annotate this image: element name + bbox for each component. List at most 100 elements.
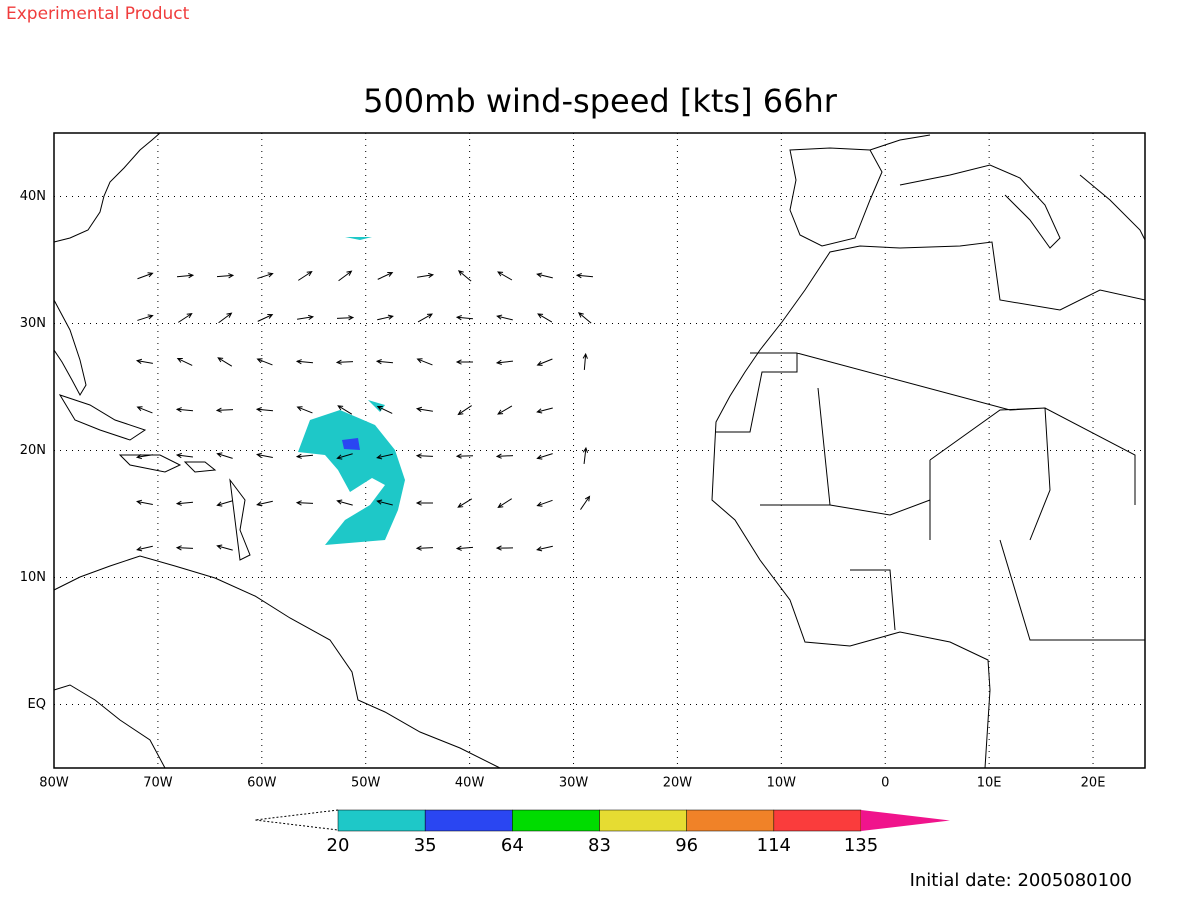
wind-arrow [536, 545, 553, 552]
colorbar-label: 114 [757, 835, 791, 856]
wind-arrow [580, 495, 591, 510]
wind-arrow [582, 446, 589, 465]
wind-arrow [377, 272, 394, 280]
wind-arrow [257, 314, 274, 322]
lat-label: 40N [20, 189, 46, 204]
wind-arrow [416, 358, 433, 366]
wind-arrow [295, 359, 314, 365]
lat-label: 30N [20, 316, 46, 331]
lon-label: 20E [1081, 776, 1106, 791]
wind-arrow [136, 406, 153, 414]
wind-arrow [215, 407, 234, 413]
wind-arrow [216, 273, 235, 279]
lon-label: 30W [559, 776, 589, 791]
wind-arrow [536, 453, 553, 460]
wind-arrow [415, 406, 433, 412]
initial-date: Initial date: 2005080100 [910, 870, 1132, 891]
wind-arrow [176, 358, 193, 366]
lon-label: 20W [663, 776, 693, 791]
wind-arrow [582, 352, 588, 371]
map-frame [53, 132, 1146, 769]
wind-arrow [457, 270, 472, 282]
wind-arrow [336, 315, 355, 321]
wind-arrow [136, 545, 153, 552]
wind-arrow [375, 359, 394, 365]
wind-arrow [256, 500, 273, 507]
colorbar-label: 83 [588, 835, 611, 856]
lat-label: EQ [28, 697, 46, 712]
wind-arrow [575, 273, 594, 279]
lon-label: 10W [767, 776, 797, 791]
wind-arrow [135, 454, 153, 460]
wind-speed-shading [298, 237, 405, 545]
colorbar-label: 35 [414, 835, 437, 856]
wind-arrow [455, 315, 474, 321]
wind-vectors [135, 270, 594, 552]
colorbar-box [773, 809, 862, 832]
colorbar-label: 96 [675, 835, 698, 856]
wind-arrow [415, 545, 434, 551]
south-america [53, 555, 501, 769]
wind-arrow [377, 314, 394, 321]
wind-arrow [497, 405, 513, 415]
wind-arrow [217, 357, 233, 367]
wind-arrow [536, 272, 553, 279]
africa-borders [716, 352, 1145, 641]
colorbar: 20 35 64 83 96 114 135 [254, 809, 950, 856]
wind-arrow [495, 545, 514, 551]
caribbean [58, 394, 251, 561]
shaded-area [298, 237, 405, 545]
colorbar-label: 135 [844, 835, 878, 856]
lon-label: 70W [143, 776, 173, 791]
wind-arrow [455, 359, 474, 365]
wind-arrow [216, 452, 233, 459]
wind-arrow [417, 272, 435, 279]
colorbar-label: 20 [327, 835, 350, 856]
colorbar-label: 64 [501, 835, 524, 856]
wind-arrow [176, 273, 195, 279]
wind-arrow [577, 312, 592, 324]
north-america [53, 132, 161, 397]
wind-arrow [417, 313, 433, 323]
wind-arrow [137, 272, 154, 280]
wind-arrow [295, 453, 314, 459]
colorbar-box [424, 809, 513, 832]
wind-arrow [455, 453, 474, 459]
wind-arrow [496, 314, 513, 321]
colorbar-box [337, 809, 426, 832]
lat-label: 10N [20, 570, 46, 585]
wind-arrow [255, 407, 274, 413]
shaded-core [342, 438, 360, 450]
wind-arrow [256, 452, 273, 459]
map-title: 500mb wind-speed [kts] 66hr [363, 82, 838, 120]
wind-arrow [376, 499, 393, 506]
lon-label: 40W [455, 776, 485, 791]
wind-arrow [175, 500, 194, 506]
lat-label: 20N [20, 443, 46, 458]
colorbar-box [599, 809, 687, 832]
product-note: Experimental Product [6, 4, 190, 24]
wind-arrow [415, 500, 434, 506]
lon-label: 80W [39, 776, 69, 791]
africa [711, 241, 1146, 769]
wind-arrow [536, 499, 553, 507]
wind-arrow [338, 270, 353, 282]
wind-arrow [298, 271, 313, 281]
wind-arrow [337, 405, 353, 415]
lon-label: 10E [977, 776, 1002, 791]
wind-arrow [536, 358, 553, 366]
lon-label: 50W [351, 776, 381, 791]
wind-arrow [497, 498, 512, 508]
wind-arrow [457, 498, 473, 508]
wind-arrow [376, 406, 393, 414]
wind-arrow [415, 453, 434, 459]
europe [789, 134, 1146, 249]
wind-arrow [376, 453, 393, 460]
wind-arrow [495, 359, 514, 365]
wind-arrow [256, 358, 273, 366]
wind-arrow [216, 500, 233, 507]
wind-arrow [216, 544, 233, 551]
lon-label: 0 [881, 776, 889, 791]
wind-arrow [495, 453, 514, 459]
